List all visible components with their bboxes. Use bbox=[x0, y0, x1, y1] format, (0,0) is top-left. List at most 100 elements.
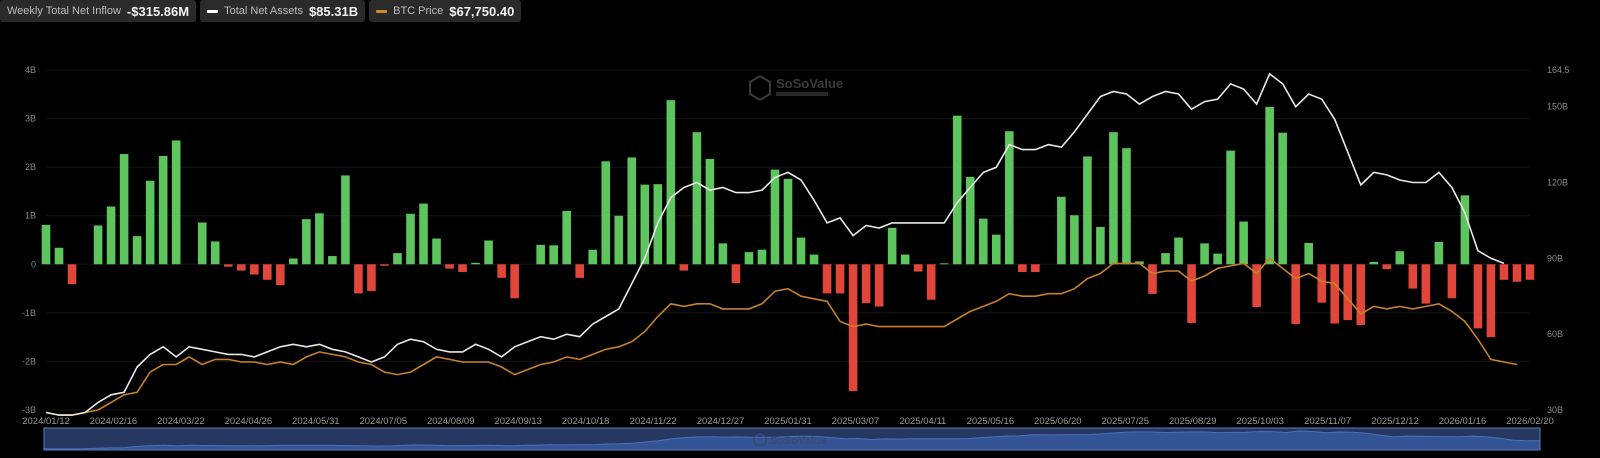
inflow-bar[interactable] bbox=[1148, 264, 1157, 294]
inflow-bar[interactable] bbox=[588, 249, 598, 265]
inflow-bar[interactable] bbox=[1200, 243, 1209, 265]
inflow-bar[interactable] bbox=[1122, 148, 1131, 265]
inflow-bar[interactable] bbox=[1226, 150, 1235, 265]
inflow-bar[interactable] bbox=[1291, 264, 1300, 325]
inflow-bar[interactable] bbox=[770, 169, 780, 265]
inflow-bar[interactable] bbox=[536, 244, 545, 265]
inflow-bar[interactable] bbox=[1174, 237, 1183, 265]
inflow-bar[interactable] bbox=[445, 264, 454, 269]
inflow-bar[interactable] bbox=[276, 264, 285, 286]
inflow-bar[interactable] bbox=[1499, 264, 1509, 280]
inflow-bar[interactable] bbox=[1161, 253, 1170, 265]
inflow-bar[interactable] bbox=[1096, 226, 1105, 265]
inflow-bar[interactable] bbox=[666, 100, 676, 265]
inflow-bar[interactable] bbox=[1421, 264, 1431, 304]
inflow-bar[interactable] bbox=[484, 240, 493, 265]
inflow-bar[interactable] bbox=[1057, 196, 1066, 265]
inflow-bar[interactable] bbox=[1434, 241, 1444, 265]
inflow-bar[interactable] bbox=[965, 176, 975, 265]
inflow-bar[interactable] bbox=[41, 224, 51, 265]
inflow-bar[interactable] bbox=[432, 238, 441, 265]
inflow-bar[interactable] bbox=[705, 158, 715, 265]
inflow-bar[interactable] bbox=[223, 264, 233, 267]
inflow-bar[interactable] bbox=[1395, 251, 1405, 265]
inflow-bar[interactable] bbox=[393, 253, 402, 265]
inflow-bar[interactable] bbox=[692, 132, 702, 265]
inflow-bar[interactable] bbox=[119, 154, 129, 265]
inflow-bar[interactable] bbox=[1070, 215, 1079, 265]
inflow-bar[interactable] bbox=[1330, 264, 1340, 324]
inflow-bar[interactable] bbox=[757, 249, 767, 265]
inflow-bar[interactable] bbox=[601, 161, 611, 265]
inflow-bar[interactable] bbox=[289, 258, 298, 265]
inflow-bar[interactable] bbox=[406, 213, 415, 265]
inflow-bar[interactable] bbox=[1343, 264, 1353, 321]
inflow-bar[interactable] bbox=[1083, 156, 1092, 265]
inflow-bar[interactable] bbox=[796, 237, 806, 265]
legend-btc[interactable]: BTC Price $67,750.40 bbox=[369, 0, 522, 22]
inflow-bar[interactable] bbox=[1382, 264, 1392, 270]
inflow-bar[interactable] bbox=[471, 262, 480, 265]
inflow-bar[interactable] bbox=[1252, 264, 1261, 308]
inflow-bar[interactable] bbox=[419, 203, 428, 265]
inflow-bar[interactable] bbox=[1408, 264, 1418, 289]
inflow-bar[interactable] bbox=[263, 264, 272, 280]
inflow-bar[interactable] bbox=[1265, 106, 1274, 265]
inflow-bar[interactable] bbox=[627, 157, 637, 265]
inflow-bar[interactable] bbox=[952, 115, 962, 265]
inflow-bar[interactable] bbox=[562, 210, 571, 265]
inflow-bar[interactable] bbox=[913, 264, 923, 272]
inflow-bar[interactable] bbox=[367, 264, 376, 291]
inflow-bar[interactable] bbox=[1018, 264, 1027, 273]
inflow-bar[interactable] bbox=[210, 241, 220, 265]
inflow-bar[interactable] bbox=[1486, 264, 1496, 338]
inflow-bar[interactable] bbox=[874, 264, 884, 307]
inflow-bar[interactable] bbox=[900, 254, 910, 265]
inflow-bar[interactable] bbox=[549, 245, 558, 265]
inflow-bar[interactable] bbox=[1109, 132, 1118, 265]
inflow-bar[interactable] bbox=[822, 264, 832, 294]
inflow-bar[interactable] bbox=[614, 215, 624, 265]
inflow-bar[interactable] bbox=[106, 206, 116, 265]
inflow-bar[interactable] bbox=[315, 213, 324, 265]
inflow-bar[interactable] bbox=[328, 256, 337, 265]
inflow-bar[interactable] bbox=[861, 264, 871, 304]
inflow-bar[interactable] bbox=[1317, 264, 1327, 303]
inflow-bar[interactable] bbox=[835, 264, 845, 294]
inflow-bar[interactable] bbox=[1525, 264, 1535, 280]
navigator-window[interactable] bbox=[43, 427, 1541, 451]
inflow-bar[interactable] bbox=[1473, 264, 1483, 329]
inflow-bar[interactable] bbox=[249, 264, 259, 275]
inflow-bar[interactable] bbox=[497, 264, 506, 278]
inflow-bar[interactable] bbox=[354, 264, 363, 294]
time-navigator[interactable]: SoSoValue bbox=[43, 427, 1541, 451]
inflow-bar[interactable] bbox=[887, 227, 897, 265]
inflow-bar[interactable] bbox=[783, 178, 793, 265]
inflow-bar[interactable] bbox=[1005, 131, 1014, 265]
inflow-bar[interactable] bbox=[731, 264, 741, 284]
legend-inflow[interactable]: Weekly Total Net Inflow -$315.86M bbox=[0, 0, 197, 22]
inflow-bar[interactable] bbox=[510, 264, 519, 299]
inflow-bar[interactable] bbox=[302, 219, 311, 265]
inflow-bar[interactable] bbox=[67, 264, 77, 285]
inflow-bar[interactable] bbox=[939, 263, 949, 265]
inflow-bar[interactable] bbox=[718, 243, 728, 265]
inflow-bar[interactable] bbox=[848, 264, 858, 392]
inflow-bar[interactable] bbox=[93, 225, 103, 265]
inflow-bar[interactable] bbox=[197, 222, 207, 265]
inflow-bar[interactable] bbox=[171, 140, 181, 265]
inflow-bar[interactable] bbox=[1187, 264, 1196, 324]
inflow-bar[interactable] bbox=[978, 218, 988, 265]
inflow-bar[interactable] bbox=[1278, 132, 1287, 265]
inflow-bar[interactable] bbox=[158, 155, 168, 265]
inflow-bar[interactable] bbox=[679, 264, 689, 271]
inflow-bar[interactable] bbox=[458, 264, 467, 273]
inflow-bar[interactable] bbox=[1239, 221, 1248, 265]
inflow-bar[interactable] bbox=[1304, 242, 1313, 265]
inflow-bar[interactable] bbox=[926, 264, 936, 300]
inflow-bar[interactable] bbox=[1369, 261, 1379, 265]
legend-assets[interactable]: Total Net Assets $85.31B bbox=[200, 0, 366, 22]
inflow-bar[interactable] bbox=[145, 180, 155, 265]
inflow-bar[interactable] bbox=[744, 252, 754, 265]
inflow-bar[interactable] bbox=[809, 254, 819, 265]
